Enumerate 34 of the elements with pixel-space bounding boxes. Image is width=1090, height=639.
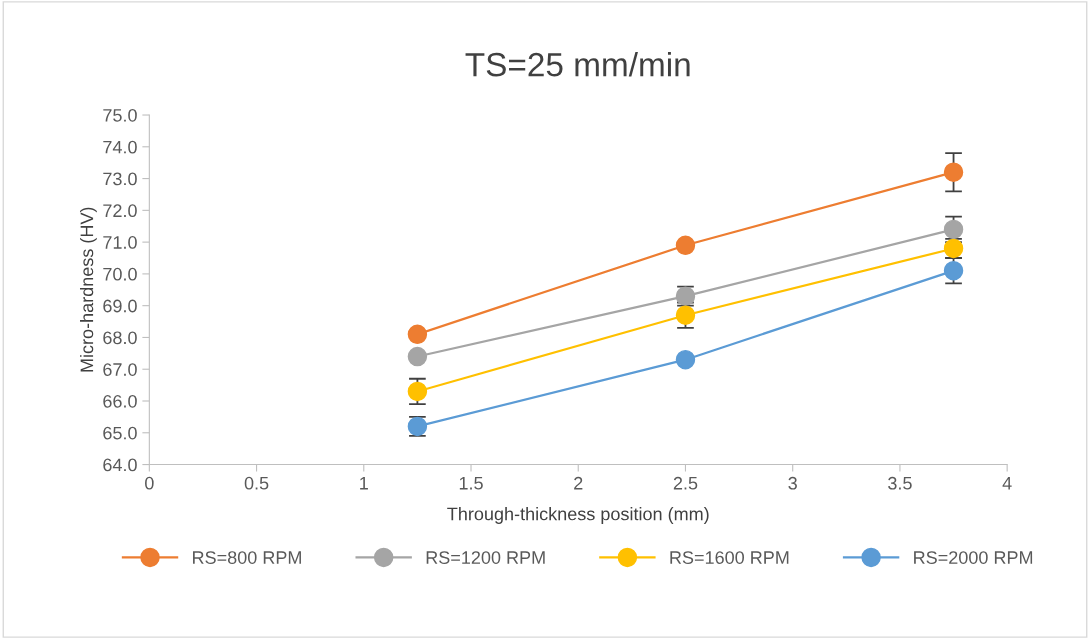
y-tick-label: 65.0 <box>103 426 137 440</box>
point <box>675 349 696 370</box>
x-tick-label: 1 <box>360 477 368 490</box>
point <box>675 235 696 256</box>
legend-label: RS=1200 RPM <box>426 551 545 564</box>
point <box>407 346 428 367</box>
chart-title: TS=25 mm/min <box>465 51 690 77</box>
x-tick-label: 3 <box>788 476 797 490</box>
y-tick-label: 66.0 <box>103 394 137 408</box>
y-tick-label: 67.0 <box>103 363 137 376</box>
x-axis-title: Through-thickness position (mm) <box>447 507 709 524</box>
y-tick-label: 72.0 <box>103 204 137 218</box>
x-tick-label: 2.5 <box>673 476 698 490</box>
y-tick-label: 70.0 <box>103 267 137 281</box>
x-tick-label: 1.5 <box>459 477 483 490</box>
y-tick-label: 74.0 <box>103 140 137 154</box>
y-axis-title: Micro-hardness (HV) <box>80 207 97 372</box>
point <box>407 324 428 344</box>
x-tick-label: 0.5 <box>244 476 269 490</box>
legend-label: RS=800 RPM <box>193 551 301 564</box>
legend-label: RS=2000 RPM <box>914 551 1033 564</box>
y-tick-label: 64.0 <box>103 458 137 472</box>
y-tick-label: 69.0 <box>103 299 137 313</box>
point <box>407 381 428 402</box>
y-tick-label: 71.0 <box>103 236 137 249</box>
x-tick-label: 4 <box>1002 477 1012 490</box>
x-tick-label: 2 <box>574 476 583 490</box>
y-tick-label: 68.0 <box>103 331 137 345</box>
y-tick-label: 75.0 <box>103 108 137 122</box>
x-tick-label: 0 <box>145 476 154 490</box>
x-tick-label: 3.5 <box>888 476 912 490</box>
y-tick-label: 73.0 <box>103 172 137 186</box>
point <box>943 162 964 182</box>
legend-label: RS=1600 RPM <box>670 551 789 564</box>
